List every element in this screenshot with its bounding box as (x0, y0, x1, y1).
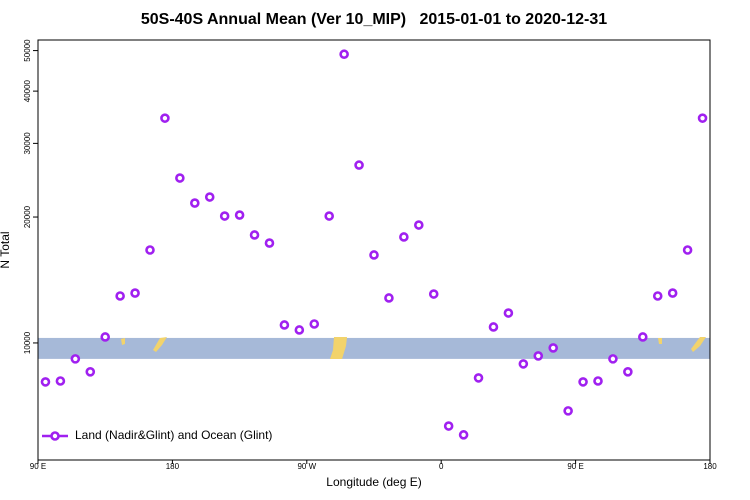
point (399, 232, 409, 242)
plot-frame (37, 39, 711, 461)
point (204, 192, 215, 202)
points-layer (40, 49, 708, 440)
point (175, 173, 185, 183)
land-shape (658, 338, 662, 344)
band-layer (38, 337, 710, 359)
y-tick-label: 50000 (23, 39, 32, 62)
point (249, 230, 260, 240)
point (652, 291, 663, 301)
point (458, 430, 469, 440)
point (115, 291, 125, 301)
point (264, 238, 275, 248)
point (40, 377, 51, 387)
point (384, 293, 394, 303)
point (130, 288, 140, 298)
point (160, 113, 170, 123)
x-tick-label: 0 (439, 462, 444, 471)
point (503, 308, 514, 318)
legend-marker (50, 431, 60, 441)
point (533, 351, 544, 361)
x-tick-label: 90 E (30, 462, 46, 471)
point (428, 289, 439, 299)
point (488, 322, 499, 332)
point (339, 49, 349, 60)
x-tick-label: 180 (166, 462, 180, 471)
point (309, 319, 320, 329)
x-tick-label: 90 E (567, 462, 583, 471)
point (637, 332, 648, 342)
land-shape (330, 337, 347, 359)
point (667, 288, 678, 298)
point (518, 359, 529, 369)
point (608, 354, 618, 364)
y-axis-label: N Total (0, 231, 12, 268)
point (234, 210, 245, 220)
legend-label: Land (Nadir&Glint) and Ocean (Glint) (75, 428, 272, 442)
point (100, 332, 110, 342)
land-shape (691, 337, 706, 352)
point (279, 320, 290, 330)
point (563, 406, 573, 416)
chart-title: 50S-40S Annual Mean (Ver 10_MIP) 2015-01… (141, 11, 607, 28)
point (190, 198, 200, 208)
point (473, 373, 484, 383)
point (85, 367, 96, 377)
x-tick-label: 180 (703, 462, 717, 471)
y-tick-label: 20000 (23, 205, 32, 228)
land-shapes (121, 337, 706, 359)
point (354, 160, 364, 170)
point (413, 220, 424, 230)
point (145, 245, 155, 255)
point (55, 376, 66, 386)
point (548, 343, 559, 353)
point (443, 421, 454, 431)
point (623, 367, 633, 377)
point (593, 376, 603, 386)
point (697, 113, 708, 123)
point (369, 250, 379, 260)
x-tick-label: 90 W (297, 462, 316, 471)
y-tick-label: 10000 (23, 331, 32, 354)
y-tick-label: 40000 (23, 79, 32, 102)
point (682, 245, 693, 255)
point (70, 354, 81, 364)
shaded-band (38, 337, 710, 359)
point (578, 377, 588, 387)
point (294, 325, 305, 335)
y-tick-label: 30000 (23, 132, 32, 155)
land-shape (153, 337, 167, 352)
land-shape (121, 338, 125, 345)
point (324, 211, 335, 221)
x-axis-label: Longitude (deg E) (326, 475, 421, 489)
point (219, 211, 230, 221)
